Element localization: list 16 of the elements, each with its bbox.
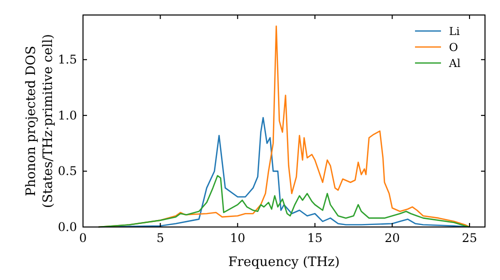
x-axis-title: Frequency (THz) (228, 255, 340, 270)
x-tick-label: 15 (307, 231, 323, 245)
y-axis-title: Phonon projected DOS (States/THz·primitive cell) (24, 34, 56, 208)
x-tick-label: 5 (156, 231, 164, 245)
x-tick-label: 0 (79, 231, 87, 245)
x-tick-label: 10 (230, 231, 246, 245)
legend-label: Li (449, 25, 460, 38)
y-tick-label: 1.0 (58, 108, 77, 122)
x-tick-label: 20 (384, 231, 400, 245)
y-tick-label: 0.5 (58, 164, 77, 178)
y-tick-label: 0.0 (58, 220, 77, 234)
line-series (98, 175, 470, 228)
y-tick-label: 1.5 (58, 52, 77, 67)
legend-label: O (449, 41, 458, 54)
legend-label: Al (448, 57, 461, 70)
x-tick-label: 25 (462, 231, 478, 245)
